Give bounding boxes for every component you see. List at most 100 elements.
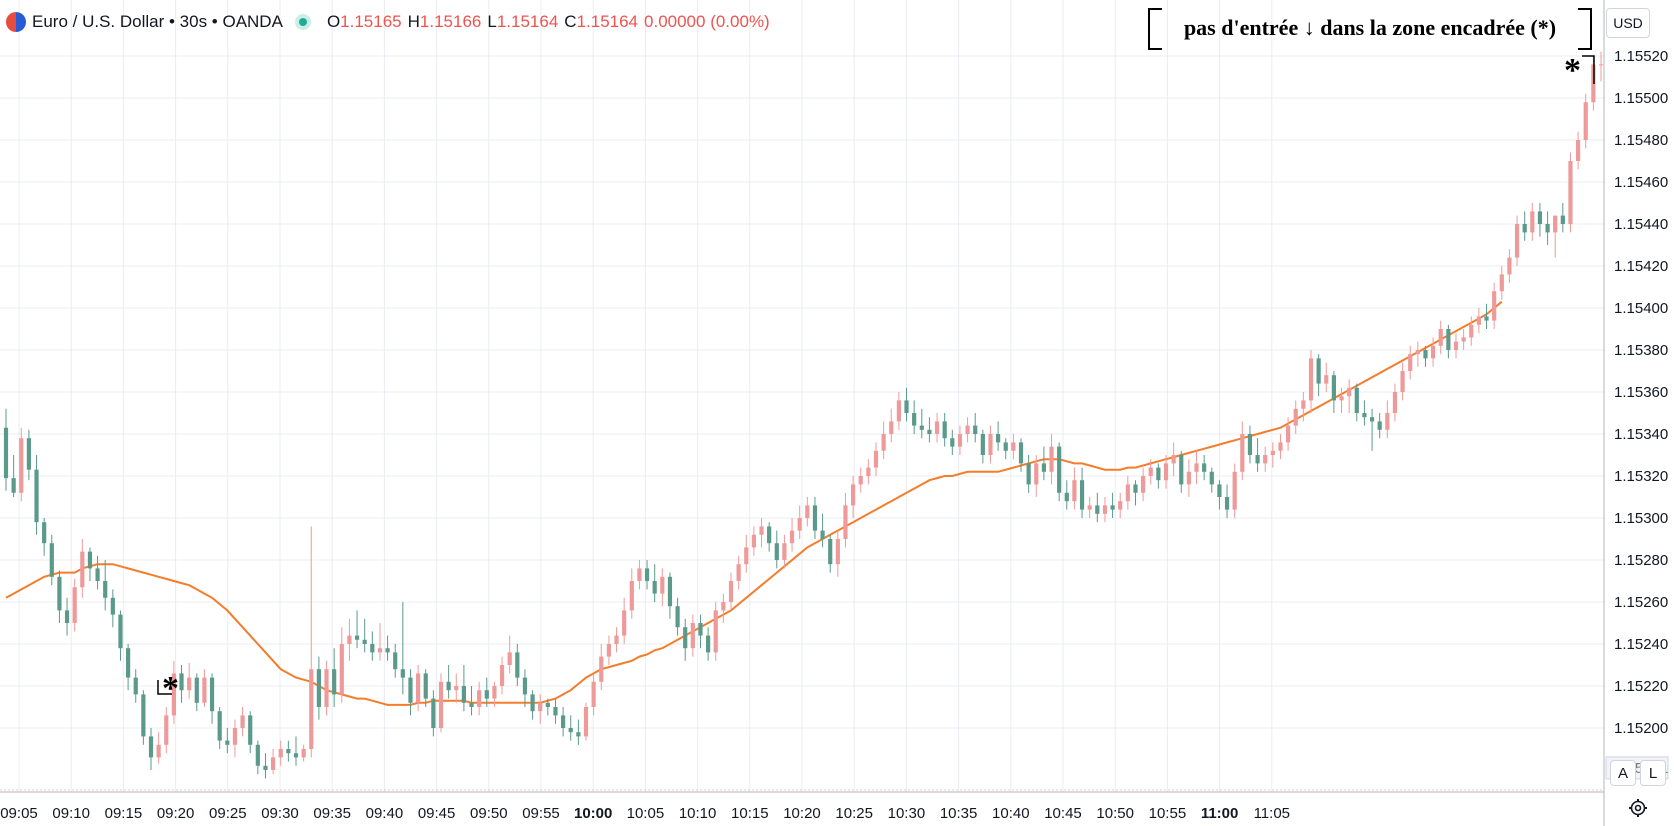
candle-body xyxy=(896,400,901,422)
candle-body xyxy=(553,707,558,716)
candle-body xyxy=(1316,358,1321,384)
candle-body xyxy=(713,610,718,653)
marker-bracket-left xyxy=(157,680,172,695)
candle-body xyxy=(1469,324,1474,338)
y-tick-label: 1.15520 xyxy=(1614,48,1668,65)
y-tick-label: 1.15500 xyxy=(1614,90,1668,107)
candle-body xyxy=(248,715,253,745)
gear-icon[interactable] xyxy=(1628,798,1648,818)
log-scale-button[interactable]: L xyxy=(1640,760,1666,786)
candle-body xyxy=(278,749,283,758)
change-value: 0.00000 (0.00%) xyxy=(644,12,770,31)
candle-body xyxy=(1286,425,1291,443)
y-tick-label: 1.15360 xyxy=(1614,384,1668,401)
candle-body xyxy=(736,564,741,581)
candle-body xyxy=(912,413,917,426)
candle-body xyxy=(996,434,1001,443)
symbol-header: Euro / U.S. Dollar • 30s • OANDA O 1.1516… xyxy=(6,10,770,34)
candle-body xyxy=(1011,442,1016,451)
candle-body xyxy=(1156,467,1161,481)
candle-body xyxy=(171,673,176,716)
y-tick-label: 1.15320 xyxy=(1614,468,1668,485)
auto-scale-button[interactable]: A xyxy=(1610,760,1636,786)
candle-body xyxy=(576,732,581,737)
x-tick-label: 09:25 xyxy=(209,805,247,822)
candle-body xyxy=(1583,102,1588,140)
candle-body xyxy=(667,576,673,607)
y-tick-label: 1.15440 xyxy=(1614,216,1668,233)
candle-body xyxy=(828,539,833,565)
candle-body xyxy=(492,686,497,699)
currency-button[interactable]: USD xyxy=(1606,8,1650,38)
candle-body xyxy=(484,690,489,699)
candle-body xyxy=(1148,467,1153,476)
candle-body xyxy=(1598,64,1604,66)
candle-body xyxy=(103,581,108,598)
candle-body xyxy=(767,526,772,544)
candle-body xyxy=(1186,471,1191,485)
candle-body xyxy=(1057,446,1062,493)
candle-body xyxy=(187,677,192,691)
x-tick-label: 09:10 xyxy=(52,805,90,822)
candle-body xyxy=(469,702,474,707)
candle-body xyxy=(423,673,428,699)
y-tick-label: 1.15220 xyxy=(1614,678,1668,695)
candle-body xyxy=(889,421,894,434)
candle-body xyxy=(812,505,818,531)
candle-body xyxy=(728,581,734,602)
market-status-icon[interactable] xyxy=(294,14,311,30)
candle-body xyxy=(843,505,848,539)
candle-body xyxy=(751,534,756,548)
candle-body xyxy=(179,673,184,691)
y-tick-label: 1.15420 xyxy=(1614,258,1668,275)
candle-body xyxy=(110,597,115,615)
x-tick-label: 09:50 xyxy=(470,805,508,822)
candle-body xyxy=(1209,471,1214,485)
candle-body xyxy=(118,614,123,649)
candle-body xyxy=(1385,413,1390,430)
candle-body xyxy=(583,707,589,737)
candle-body xyxy=(1049,446,1054,472)
marker-bracket-top xyxy=(1582,55,1595,84)
low-label: L xyxy=(487,12,497,31)
candle-body xyxy=(644,568,650,581)
candle-body xyxy=(309,669,314,749)
candle-body xyxy=(568,728,573,733)
candle-body xyxy=(461,686,466,703)
candle-body xyxy=(957,434,963,447)
y-tick-label: 1.15340 xyxy=(1614,426,1668,443)
candle-body xyxy=(446,681,451,691)
candle-body xyxy=(1125,484,1130,502)
y-tick-label: 1.15240 xyxy=(1614,636,1668,653)
chart-grid xyxy=(0,0,1604,792)
x-tick-label: 10:45 xyxy=(1044,805,1082,822)
candle-body xyxy=(1568,161,1573,224)
candle-body xyxy=(934,421,940,434)
candle-body xyxy=(965,425,970,434)
candle-body xyxy=(133,677,138,695)
candle-body xyxy=(950,438,955,447)
candle-body xyxy=(805,505,810,518)
candle-body xyxy=(1263,455,1268,464)
candle-body xyxy=(1324,375,1329,384)
candle-body xyxy=(324,669,329,707)
candle-body xyxy=(499,665,505,686)
candle-body xyxy=(1431,345,1436,359)
candle-body xyxy=(1453,341,1459,350)
candle-body xyxy=(1507,257,1512,275)
candle-body xyxy=(156,744,161,758)
candle-body xyxy=(370,644,375,653)
candle-body xyxy=(561,715,566,728)
x-tick-label: 10:30 xyxy=(888,805,926,822)
candle-body xyxy=(454,686,459,691)
candle-body xyxy=(1347,387,1352,397)
candle-body xyxy=(1194,463,1199,472)
symbol-title[interactable]: Euro / U.S. Dollar • 30s • OANDA xyxy=(32,12,283,31)
x-tick-label: 10:00 xyxy=(574,805,612,822)
candle-body xyxy=(1217,484,1222,497)
candle-body xyxy=(797,518,802,531)
x-tick-label: 11:05 xyxy=(1254,805,1290,822)
x-tick-label: 10:55 xyxy=(1149,805,1187,822)
candle-body xyxy=(148,736,154,758)
